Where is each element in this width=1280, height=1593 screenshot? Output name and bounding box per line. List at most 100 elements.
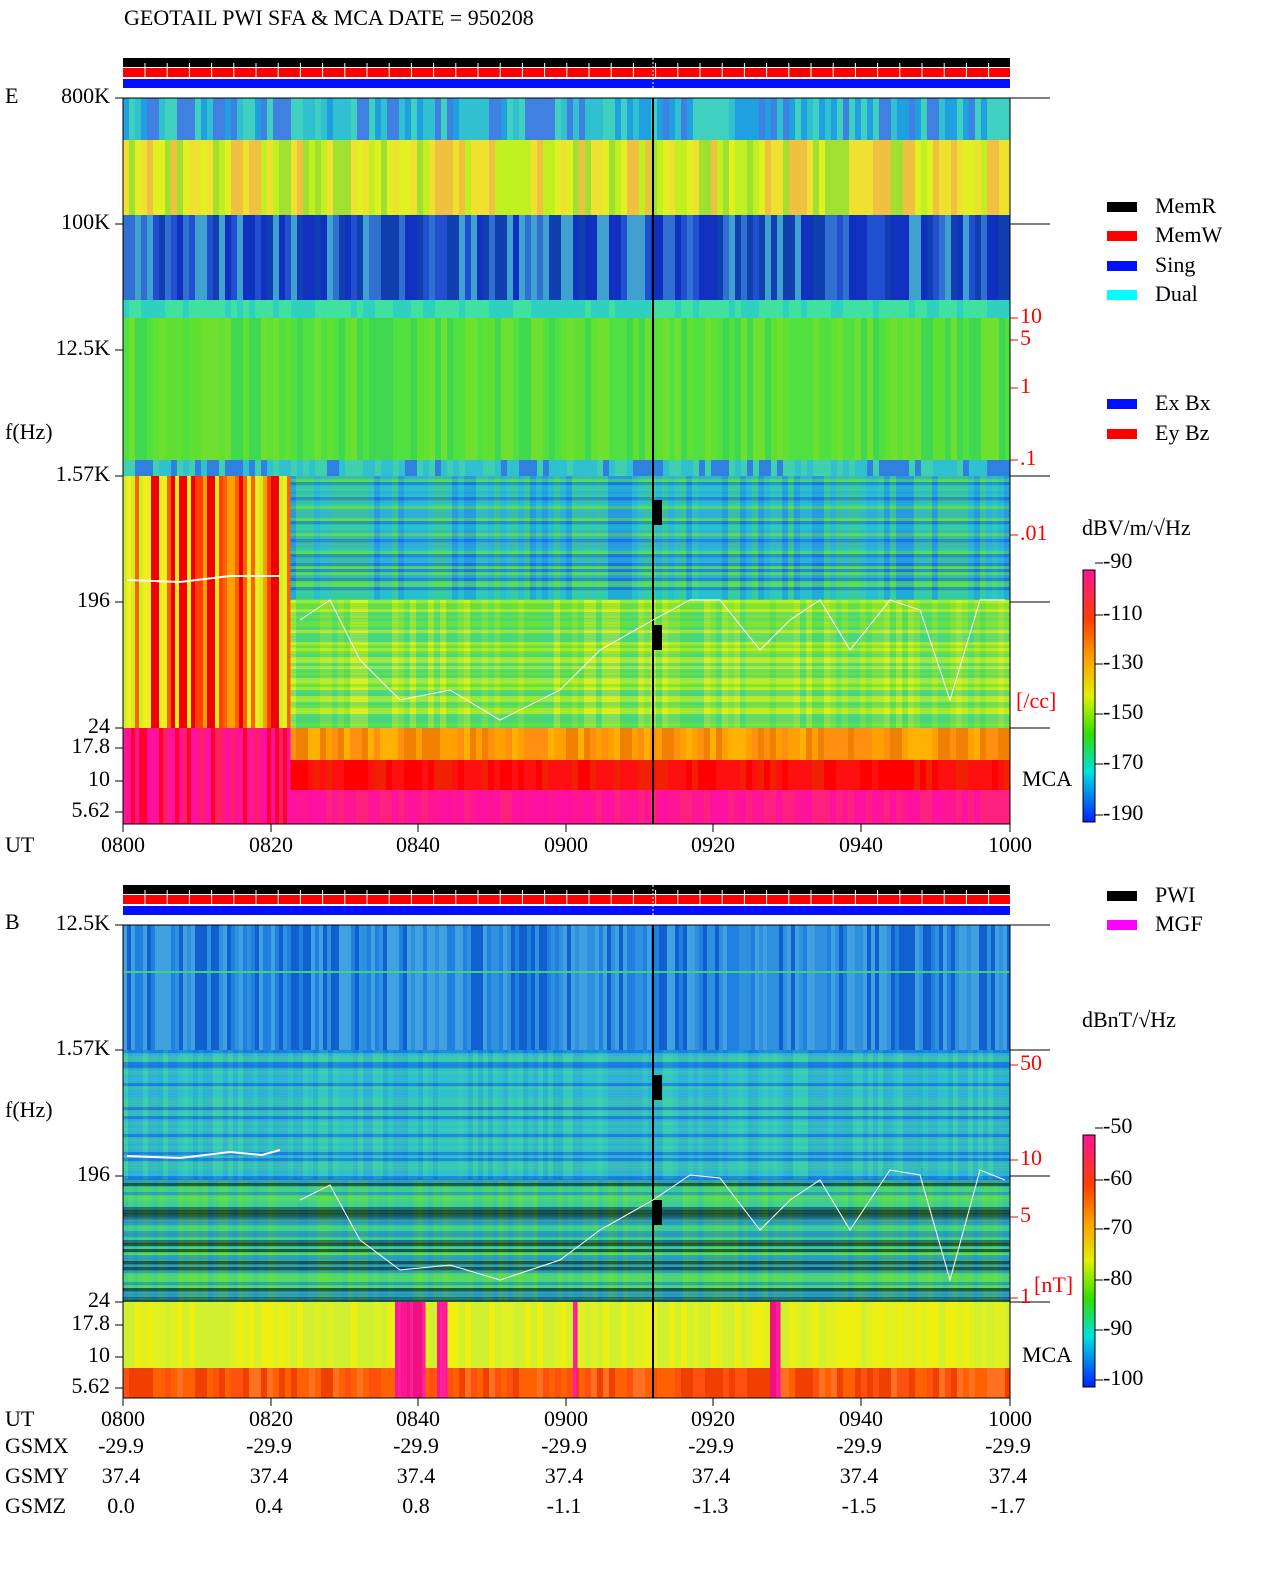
spectrum-cell [729, 460, 736, 476]
spectrum-cell [362, 760, 369, 790]
spectrum-cell [399, 300, 406, 318]
spectrum-cell [249, 1368, 256, 1398]
spectrum-cell [645, 460, 652, 476]
spectrum-cell [147, 728, 152, 824]
spectrum-cell [123, 1143, 1010, 1147]
spectrum-cell [663, 140, 670, 215]
spectrum-cell [872, 760, 879, 790]
spectrum-cell [999, 300, 1006, 318]
spectrum-cell [333, 460, 340, 476]
spectrum-cell [519, 1368, 526, 1398]
spectrum-cell [723, 140, 730, 215]
spectrum-cell [1004, 728, 1011, 760]
spectrum-cell [314, 728, 321, 760]
spectrum-cell [587, 925, 592, 1050]
spectrum-cell [998, 760, 1005, 790]
spectrum-cell [175, 925, 180, 1050]
spectrum-cell [951, 318, 958, 460]
spectrum-cell [933, 98, 940, 140]
orbit-label: GSMY [5, 1463, 69, 1488]
spectrum-cell [507, 925, 512, 1050]
spectrum-cell [339, 1368, 346, 1398]
spectrum-cell [129, 300, 136, 318]
spectrum-cell [319, 925, 324, 1050]
spectrum-cell [387, 98, 394, 140]
spectrum-cell [339, 460, 346, 476]
spectrum-cell [501, 1368, 508, 1398]
spectrum-cell [644, 790, 651, 824]
spectrum-cell [187, 925, 192, 1050]
spectrum-cell [290, 488, 1010, 492]
spectrum-cell [295, 925, 300, 1050]
spectrum-cell [129, 98, 136, 140]
x-tick-label: 0820 [249, 1406, 293, 1431]
spectrum-cell [363, 1368, 370, 1398]
spectrum-cell [518, 790, 525, 824]
spectrum-cell [782, 728, 789, 760]
spectrum-cell [141, 1302, 148, 1368]
spectrum-cell [357, 318, 364, 460]
spectrum-cell [215, 925, 220, 1050]
spectrum-cell [668, 790, 675, 824]
spectrum-cell [207, 318, 214, 460]
panel-label: E [5, 83, 18, 108]
spectrum-cell [729, 1302, 736, 1368]
x-axis-label: UT [5, 832, 35, 857]
spectrum-cell [171, 300, 178, 318]
spectrum-cell [891, 140, 898, 215]
spectrum-cell [440, 1302, 444, 1398]
spectrum-cell [542, 728, 549, 760]
spectrum-cell [843, 1302, 850, 1368]
spectrum-cell [279, 98, 286, 140]
spectrum-cell [885, 460, 892, 476]
spectrum-cell [669, 460, 676, 476]
spectrum-cell [231, 925, 236, 1050]
spectrum-cell [465, 300, 472, 318]
spectrum-cell [944, 790, 951, 824]
spectrum-cell [207, 925, 212, 1050]
spectrum-cell [395, 925, 400, 1050]
spectrum-cell [659, 925, 664, 1050]
spectrum-cell [177, 140, 184, 215]
spectrum-cell [290, 500, 1010, 504]
spectrum-cell [752, 760, 759, 790]
spectrum-cell [309, 1368, 316, 1398]
spectrum-cell [290, 687, 1010, 691]
spectrum-cell [249, 140, 256, 215]
spectrum-cell [635, 925, 640, 1050]
spectrum-cell [683, 925, 688, 1050]
spectrum-cell [651, 318, 658, 460]
spectrum-cell [747, 98, 754, 140]
spectrum-cell [302, 790, 309, 824]
spectrum-cell [729, 98, 736, 140]
spectrum-cell [741, 460, 748, 476]
spectrum-cell [135, 728, 140, 824]
spectrum-cell [147, 1368, 154, 1398]
spectrum-cell [195, 1302, 202, 1368]
spectrum-cell [123, 1225, 1010, 1229]
spectrum-cell [183, 925, 188, 1050]
spectrum-cell [867, 98, 874, 140]
spectrum-cell [536, 728, 543, 760]
spectrum-cell [290, 633, 1010, 637]
spectrum-cell [487, 925, 492, 1050]
spectrum-cell [187, 728, 192, 824]
spectrum-cell [399, 215, 406, 300]
spectrum-cell [909, 300, 916, 318]
spectrum-cell [669, 215, 676, 300]
spectrum-cell [855, 1368, 862, 1398]
spectrum-cell [393, 140, 400, 215]
spectrum-cell [332, 790, 339, 824]
orbit-label: GSMZ [5, 1493, 66, 1518]
spectrum-cell [440, 790, 447, 824]
spectrum-cell [327, 300, 334, 318]
spectrum-cell [259, 728, 264, 824]
spectrum-cell [123, 1155, 1010, 1159]
spectrum-cell [290, 705, 1010, 709]
spectrum-cell [811, 925, 816, 1050]
spectrum-cell [411, 300, 418, 318]
spectrum-cell [357, 300, 364, 318]
spectrum-cell [663, 300, 670, 318]
spectrum-cell [759, 460, 766, 476]
spectrum-cell [199, 728, 204, 824]
